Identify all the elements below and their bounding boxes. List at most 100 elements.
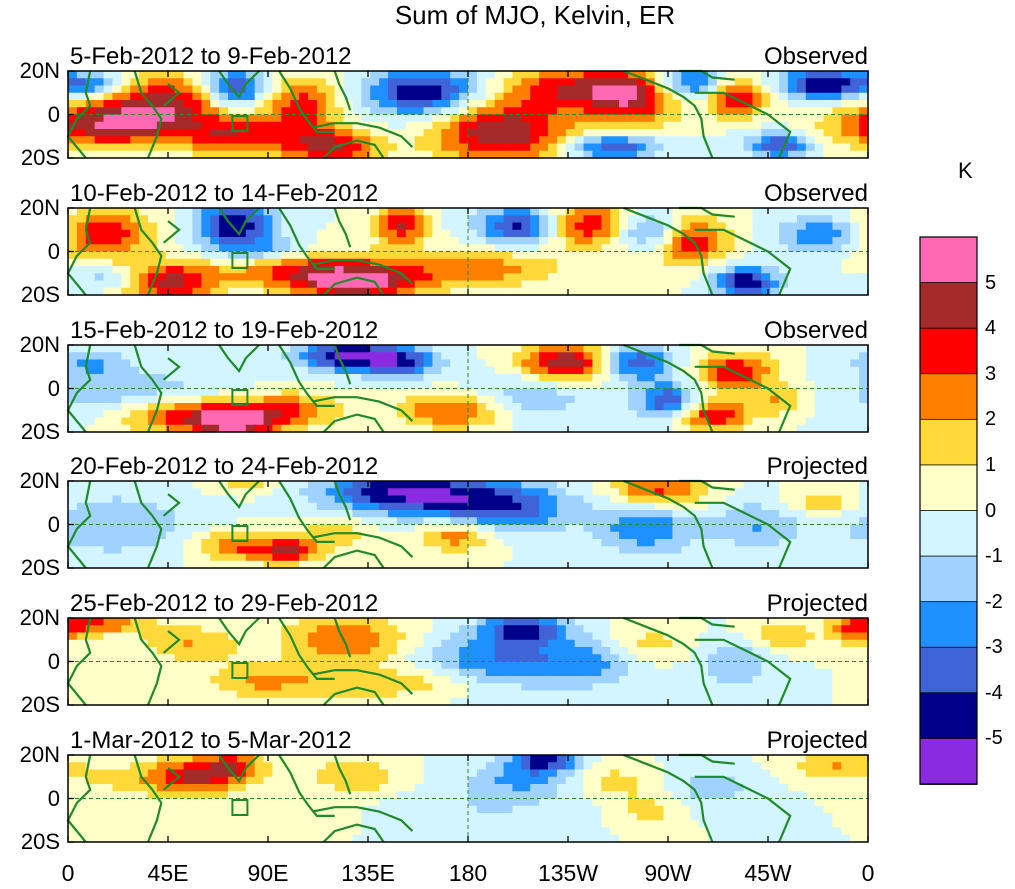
field-cell <box>156 654 167 663</box>
field-cell <box>94 553 105 562</box>
field-cell <box>405 639 416 648</box>
field-cell <box>103 345 114 353</box>
field-cell <box>574 121 585 130</box>
field-cell <box>299 136 309 145</box>
field-cell <box>708 229 718 238</box>
field-cell <box>361 359 371 368</box>
field-cell <box>779 345 789 353</box>
field-cell <box>708 388 718 397</box>
field-cell <box>574 143 585 152</box>
field-cell <box>521 531 531 540</box>
field-cell <box>254 71 265 79</box>
field-cell <box>468 366 478 375</box>
field-cell <box>761 374 771 382</box>
field-cell <box>450 107 460 116</box>
field-cell <box>432 697 442 706</box>
field-cell <box>121 410 131 419</box>
field-cell <box>725 495 736 504</box>
field-cell <box>183 683 194 692</box>
field-cell <box>423 625 434 634</box>
field-cell <box>610 100 620 108</box>
field-cell <box>325 381 336 390</box>
field-cell <box>263 85 274 94</box>
field-cell <box>752 229 762 238</box>
field-cell <box>396 78 407 87</box>
field-cell <box>299 244 309 253</box>
field-cell <box>636 100 647 108</box>
field-cell <box>130 639 140 648</box>
field-cell <box>859 417 869 426</box>
field-cell <box>379 517 389 526</box>
field-cell <box>156 374 167 382</box>
field-cell <box>601 481 611 489</box>
field-cell <box>716 359 727 368</box>
field-cell <box>245 229 256 238</box>
field-cell <box>592 229 602 238</box>
field-cell <box>245 524 256 533</box>
coastline <box>322 276 385 296</box>
field-cell <box>432 85 442 94</box>
field-cell <box>112 531 122 540</box>
field-cell <box>459 553 469 562</box>
field-cell <box>432 121 442 130</box>
field-cell <box>503 237 514 245</box>
field-cell <box>396 661 407 670</box>
field-cell <box>770 100 780 108</box>
field-cell <box>148 366 158 375</box>
field-cell <box>130 661 140 670</box>
field-cell <box>210 668 220 677</box>
field-cell <box>601 266 611 274</box>
field-cell <box>716 114 727 123</box>
field-cell <box>539 374 549 382</box>
field-cell <box>272 92 282 101</box>
field-cell <box>156 647 167 655</box>
field-cell <box>103 92 114 101</box>
field-cell <box>183 359 194 368</box>
field-cell <box>592 481 602 489</box>
field-cell <box>734 366 745 375</box>
field-cell <box>476 410 487 419</box>
field-cell <box>183 632 194 641</box>
field-cell <box>503 517 514 526</box>
field-cell <box>245 150 256 159</box>
field-cell <box>752 502 762 511</box>
field-cell <box>699 345 709 353</box>
field-cell <box>316 553 327 562</box>
field-cell <box>716 381 727 390</box>
field-cell <box>548 381 558 390</box>
field-cell <box>770 222 780 231</box>
field-cell <box>228 424 238 433</box>
field-cell <box>832 287 842 296</box>
field-cell <box>281 524 291 533</box>
field-cell <box>654 524 665 533</box>
field-cell <box>832 280 842 289</box>
field-cell <box>361 539 371 547</box>
field-cell <box>174 683 185 692</box>
field-cell <box>156 510 167 518</box>
field-cell <box>841 517 851 526</box>
field-cell <box>228 237 238 245</box>
field-cell <box>503 273 514 282</box>
coastline <box>133 344 163 433</box>
field-cell <box>299 121 309 130</box>
field-cell <box>814 495 825 504</box>
field-cell <box>219 539 229 547</box>
field-cell <box>796 388 807 397</box>
field-cell <box>725 395 736 404</box>
field-cell <box>832 237 842 245</box>
field-cell <box>814 208 825 216</box>
field-cell <box>201 510 211 518</box>
field-cell <box>388 683 398 692</box>
field-cell <box>210 531 220 540</box>
field-cell <box>601 345 611 353</box>
field-cell <box>379 150 389 159</box>
field-cell <box>299 345 309 353</box>
field-cell <box>236 488 247 497</box>
field-cell <box>299 280 309 289</box>
field-cell <box>245 654 256 663</box>
field-cell <box>254 531 265 540</box>
field-cell <box>343 546 354 555</box>
field-cell <box>352 352 362 361</box>
field-cell <box>832 208 842 216</box>
field-cell <box>628 374 638 382</box>
